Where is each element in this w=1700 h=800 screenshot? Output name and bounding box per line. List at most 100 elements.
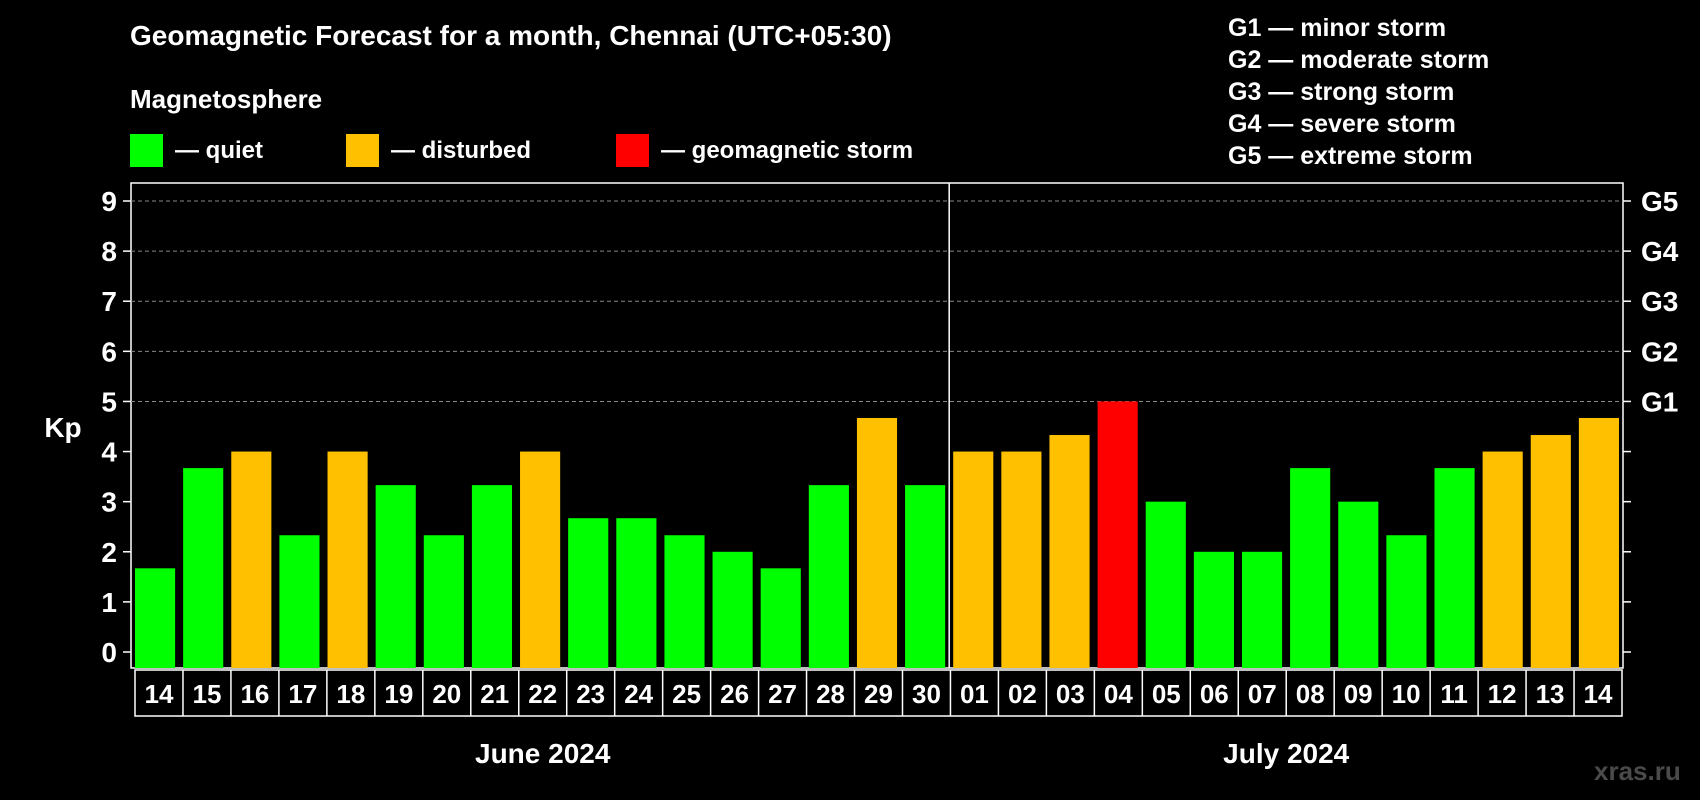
bar-27 [1434, 468, 1475, 668]
bar-14 [808, 485, 849, 668]
bar-20 [1097, 401, 1138, 668]
storm-scale-g3: G3 — strong storm [1228, 78, 1455, 106]
bar-18 [1001, 451, 1042, 668]
storm-scale-g4: G4 — severe storm [1228, 110, 1456, 138]
y-tick-label: 9 [101, 186, 117, 217]
bar-25 [1338, 501, 1379, 668]
bar-7 [471, 485, 513, 668]
legend-swatch-disturbed [346, 134, 379, 167]
date-label: 24 [624, 679, 653, 709]
bar-19 [1049, 435, 1090, 668]
date-label: 18 [336, 679, 365, 709]
date-label: 12 [1488, 679, 1517, 709]
y-tick-label: 4 [101, 437, 117, 468]
y-tick-label: 7 [101, 286, 117, 317]
legend-label-disturbed: — disturbed [391, 136, 532, 164]
storm-scale-g2: G2 — moderate storm [1228, 46, 1490, 74]
bar-24 [1290, 468, 1331, 668]
legend-item-disturbed: — disturbed [346, 134, 531, 167]
bar-10 [616, 518, 657, 668]
legend-label-storm: — geomagnetic storm [661, 136, 914, 164]
bar-12 [712, 551, 753, 668]
date-label: 06 [1200, 679, 1229, 709]
date-label: 14 [1584, 679, 1613, 709]
bar-4 [327, 451, 368, 668]
month-label-1: July 2024 [1223, 738, 1350, 769]
date-label: 07 [1248, 679, 1277, 709]
date-label: 04 [1104, 679, 1133, 709]
date-label: 17 [288, 679, 317, 709]
date-label: 21 [480, 679, 509, 709]
bar-13 [760, 568, 801, 668]
storm-scale-g1: G1 — minor storm [1228, 14, 1447, 42]
date-label: 05 [1152, 679, 1181, 709]
bar-16 [905, 485, 946, 668]
storm-scale-g5: G5 — extreme storm [1228, 142, 1473, 170]
bar-2 [231, 451, 272, 668]
bar-17 [953, 451, 994, 668]
date-label: 14 [145, 679, 174, 709]
bar-28 [1482, 451, 1523, 668]
date-label: 13 [1536, 679, 1565, 709]
y-tick-label: 0 [101, 637, 117, 668]
date-label: 29 [864, 679, 893, 709]
date-label: 09 [1344, 679, 1373, 709]
right-axis-label: G4 [1641, 236, 1679, 267]
y-tick-label: 3 [101, 487, 117, 518]
storm-scale-legend: G1 — minor storm G2 — moderate storm G3 … [1228, 12, 1489, 172]
date-label: 01 [960, 679, 989, 709]
watermark: xras.ru [1594, 756, 1681, 786]
legend-item-storm: — geomagnetic storm [616, 134, 913, 167]
legend-label-quiet: — quiet [175, 136, 263, 164]
legend-swatch-storm [616, 134, 649, 167]
date-label: 10 [1392, 679, 1421, 709]
month-label-0: June 2024 [475, 738, 611, 769]
bar-5 [375, 485, 416, 668]
date-label: 23 [576, 679, 605, 709]
date-label: 30 [912, 679, 941, 709]
y-tick-label: 2 [101, 537, 117, 568]
bar-15 [856, 417, 898, 668]
bar-3 [279, 535, 320, 668]
date-label: 08 [1296, 679, 1325, 709]
chart-title: Geomagnetic Forecast for a month, Chenna… [130, 20, 892, 51]
y-tick-label: 1 [101, 587, 117, 618]
date-label: 26 [720, 679, 749, 709]
right-axis-label: G5 [1641, 186, 1678, 217]
bar-21 [1145, 501, 1186, 668]
bar-11 [664, 535, 705, 668]
right-axis-label: G1 [1641, 386, 1678, 417]
legend-swatch-quiet [130, 134, 163, 167]
date-label: 03 [1056, 679, 1085, 709]
date-label: 15 [192, 679, 221, 709]
date-strip [134, 669, 1623, 717]
date-label: 25 [672, 679, 701, 709]
y-tick-label: 8 [101, 236, 117, 267]
bar-30 [1578, 417, 1619, 668]
date-label: 27 [768, 679, 797, 709]
right-axis-label: G2 [1641, 336, 1678, 367]
bar-29 [1530, 435, 1571, 668]
date-label: 28 [816, 679, 845, 709]
bar-22 [1193, 551, 1234, 668]
bar-8 [520, 451, 561, 668]
date-label: 16 [240, 679, 269, 709]
bar-26 [1386, 535, 1427, 668]
date-label: 19 [384, 679, 413, 709]
bar-6 [423, 535, 464, 668]
bar-23 [1241, 551, 1283, 668]
date-label: 11 [1440, 679, 1468, 709]
right-axis-label: G3 [1641, 286, 1678, 317]
bar-9 [568, 518, 609, 668]
y-tick-label: 5 [101, 386, 117, 417]
date-label: 20 [432, 679, 461, 709]
legend-item-quiet: — quiet [130, 134, 263, 167]
y-axis-title: Kp [44, 412, 81, 443]
bar-0 [135, 568, 176, 668]
y-tick-label: 6 [101, 336, 117, 367]
date-label: 02 [1008, 679, 1037, 709]
legend-subtitle: Magnetosphere [130, 84, 323, 114]
bar-1 [183, 468, 224, 668]
date-label: 22 [528, 679, 557, 709]
